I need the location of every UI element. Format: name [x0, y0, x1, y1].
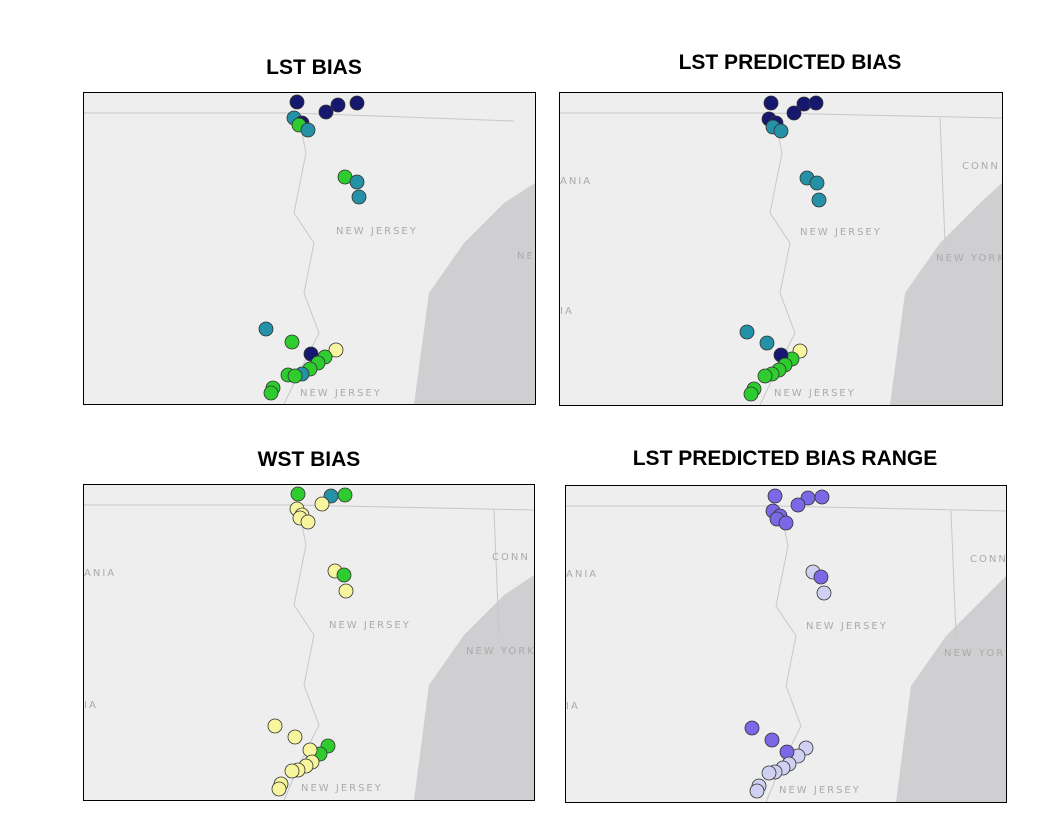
station-marker[interactable]	[337, 487, 353, 503]
station-marker[interactable]	[767, 488, 783, 504]
station-marker[interactable]	[318, 104, 334, 120]
state-boundary	[939, 117, 946, 244]
label-new-jersey-upper: NEW JERSEY	[806, 621, 888, 632]
label-new-jersey-lower: NEW JERSEY	[779, 785, 861, 796]
station-marker[interactable]	[263, 385, 279, 401]
station-marker[interactable]	[287, 368, 303, 384]
station-marker[interactable]	[349, 174, 365, 190]
station-marker[interactable]	[757, 368, 773, 384]
river	[283, 509, 320, 800]
map-canvas: ANIA IA CONN NEW JERSEY NEW JERSEY NEW Y…	[560, 93, 1002, 405]
label-new-york: NE	[517, 251, 535, 262]
station-marker[interactable]	[284, 763, 300, 779]
label-connecticut: CONN	[492, 552, 530, 563]
label-pennsylvania-upper: ANIA	[566, 569, 598, 580]
station-marker[interactable]	[813, 569, 829, 585]
station-marker[interactable]	[816, 585, 832, 601]
station-marker[interactable]	[258, 321, 274, 337]
label-new-york: NEW YOR	[944, 648, 1005, 659]
ocean	[890, 183, 1002, 405]
station-marker[interactable]	[761, 765, 777, 781]
state-boundary	[493, 509, 500, 636]
station-marker[interactable]	[773, 123, 789, 139]
station-marker[interactable]	[290, 486, 306, 502]
station-marker[interactable]	[336, 567, 352, 583]
label-new-york: NEW YORK	[936, 253, 1002, 264]
station-marker[interactable]	[744, 720, 760, 736]
label-new-york: NEW YORK	[466, 646, 534, 657]
station-marker[interactable]	[284, 334, 300, 350]
label-new-jersey-lower: NEW JERSEY	[300, 388, 382, 399]
label-pennsylvania-lower: IA	[566, 701, 580, 712]
station-marker[interactable]	[743, 386, 759, 402]
station-marker[interactable]	[739, 324, 755, 340]
station-marker[interactable]	[267, 718, 283, 734]
ocean	[414, 183, 535, 404]
station-marker[interactable]	[289, 94, 305, 110]
label-new-jersey-upper: NEW JERSEY	[336, 226, 418, 237]
station-markers	[258, 94, 367, 401]
station-marker[interactable]	[809, 175, 825, 191]
map-canvas: ANIA IA CONN NEW JERSEY NEW JERSEY NEW Y…	[84, 485, 534, 800]
station-marker[interactable]	[271, 781, 287, 797]
station-marker[interactable]	[300, 122, 316, 138]
ocean	[896, 576, 1006, 802]
map-lst-bias[interactable]: NEW JERSEY NEW JERSEY NE	[83, 92, 536, 405]
map-wst-bias[interactable]: ANIA IA CONN NEW JERSEY NEW JERSEY NEW Y…	[83, 484, 535, 801]
station-markers	[739, 95, 827, 402]
station-marker[interactable]	[778, 515, 794, 531]
panel-title-lst-predicted-bias: LST PREDICTED BIAS	[678, 51, 902, 74]
station-marker[interactable]	[764, 732, 780, 748]
map-lst-predicted-bias-range[interactable]: ANIA IA CONN NEW JERSEY NEW JERSEY NEW Y…	[565, 485, 1007, 803]
station-marker[interactable]	[808, 95, 824, 111]
station-marker[interactable]	[314, 496, 330, 512]
station-marker[interactable]	[349, 95, 365, 111]
station-marker[interactable]	[287, 729, 303, 745]
map-lst-predicted-bias[interactable]: ANIA IA CONN NEW JERSEY NEW JERSEY NEW Y…	[559, 92, 1003, 406]
station-marker[interactable]	[790, 497, 806, 513]
river	[283, 117, 320, 404]
label-new-jersey-lower: NEW JERSEY	[774, 388, 856, 399]
state-boundary	[950, 510, 957, 637]
label-pennsylvania-lower: IA	[560, 306, 574, 317]
station-markers	[267, 486, 354, 797]
label-connecticut: CONN	[970, 554, 1006, 565]
label-new-jersey-lower: NEW JERSEY	[301, 783, 383, 794]
label-new-jersey-upper: NEW JERSEY	[329, 620, 411, 631]
station-markers	[744, 488, 832, 799]
map-canvas: ANIA IA CONN NEW JERSEY NEW JERSEY NEW Y…	[566, 486, 1006, 802]
panel-title-lst-predicted-bias-range: LST PREDICTED BIAS RANGE	[632, 447, 938, 470]
station-marker[interactable]	[351, 189, 367, 205]
label-pennsylvania-upper: ANIA	[560, 176, 592, 187]
station-marker[interactable]	[759, 335, 775, 351]
station-marker[interactable]	[300, 514, 316, 530]
panel-title-lst-bias: LST BIAS	[266, 56, 362, 79]
station-marker[interactable]	[786, 105, 802, 121]
station-marker[interactable]	[338, 583, 354, 599]
ocean	[414, 575, 534, 800]
station-marker[interactable]	[811, 192, 827, 208]
label-connecticut: CONN	[962, 161, 1000, 172]
label-pennsylvania-lower: IA	[84, 700, 98, 711]
station-marker[interactable]	[763, 95, 779, 111]
map-canvas: NEW JERSEY NEW JERSEY NE	[84, 93, 535, 404]
station-marker[interactable]	[749, 783, 765, 799]
station-marker[interactable]	[814, 489, 830, 505]
label-pennsylvania-upper: ANIA	[84, 568, 116, 579]
station-marker[interactable]	[328, 342, 344, 358]
panel-title-wst-bias: WST BIAS	[257, 448, 361, 471]
station-marker[interactable]	[330, 97, 346, 113]
label-new-jersey-upper: NEW JERSEY	[800, 227, 882, 238]
